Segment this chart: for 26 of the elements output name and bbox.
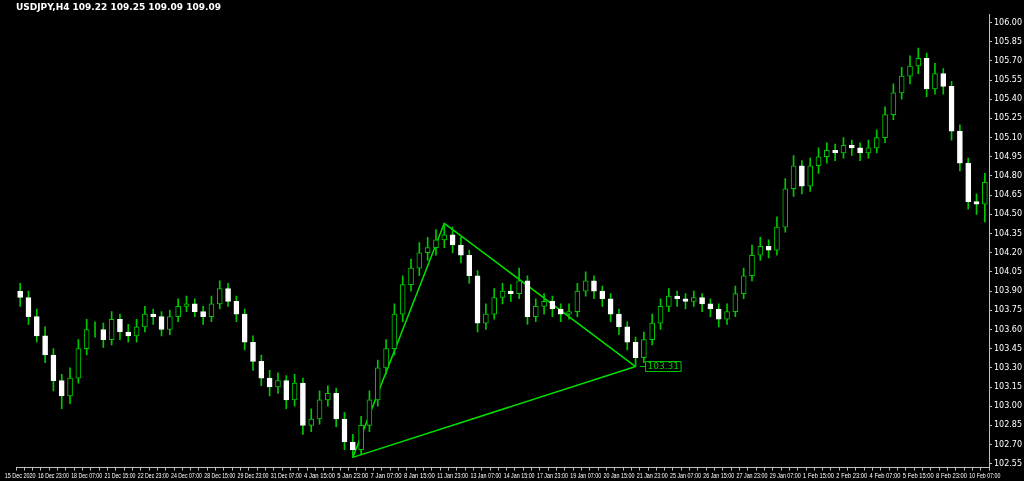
- y-tick-label: 105.10: [994, 132, 1023, 142]
- y-tick-label: 105.85: [994, 36, 1023, 46]
- y-tick-label: 106.00: [994, 17, 1023, 27]
- y-tick-label: 103.00: [994, 401, 1023, 411]
- y-tick-label: 103.45: [994, 343, 1023, 353]
- y-tick-label: 103.15: [994, 382, 1023, 392]
- y-tick-label: 103.60: [994, 324, 1023, 334]
- y-tick-label: 105.55: [994, 75, 1023, 85]
- y-tick-label: 104.05: [994, 266, 1023, 276]
- y-tick-label: 105.25: [994, 113, 1023, 123]
- y-tick-label: 104.50: [994, 209, 1023, 219]
- y-tick-label: 102.55: [994, 458, 1023, 468]
- y-tick-label: 104.95: [994, 151, 1023, 161]
- y-tick-label: 102.70: [994, 439, 1023, 449]
- y-tick-label: 103.90: [994, 286, 1023, 296]
- chart-title: USDJPY,H4 109.22 109.25 109.09 109.09: [16, 1, 221, 12]
- y-tick-label: 102.85: [994, 420, 1023, 430]
- annotation: 103.31: [647, 360, 680, 371]
- y-tick-label: 104.20: [994, 247, 1023, 257]
- y-tick-label: 105.40: [994, 94, 1023, 104]
- y-tick-label: 103.75: [994, 305, 1023, 315]
- y-tick-label: 104.65: [994, 190, 1023, 200]
- y-tick-label: 103.30: [994, 362, 1023, 372]
- y-tick-label: 104.80: [994, 171, 1023, 181]
- y-tick-label: 104.35: [994, 228, 1023, 238]
- y-tick-label: 105.70: [994, 55, 1023, 65]
